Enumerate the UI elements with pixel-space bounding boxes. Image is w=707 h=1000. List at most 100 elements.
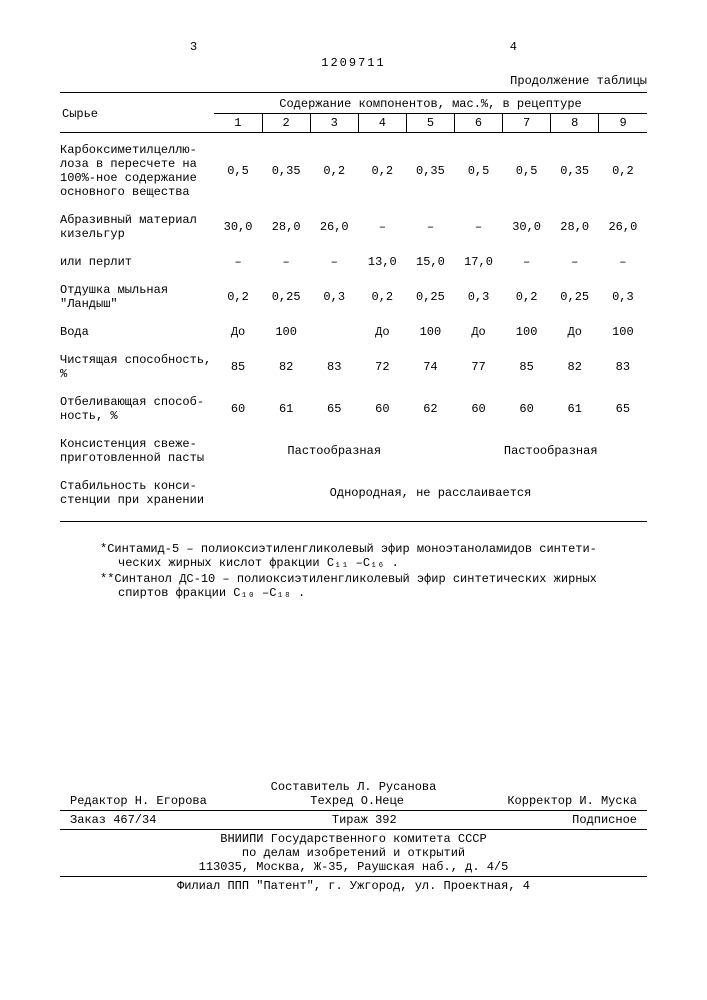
cell: 82: [262, 351, 310, 383]
cell: 82: [551, 351, 599, 383]
composer: Составитель Л. Русанова: [60, 780, 647, 794]
col-n: 8: [551, 114, 599, 133]
rule: [60, 92, 647, 93]
corrector: Корректор И. Муска: [507, 794, 637, 808]
table-row: Отбеливающая способ-ность, %606165606260…: [60, 393, 647, 425]
inst2: по делам изобретений и открытий: [60, 846, 647, 860]
cell: 0,35: [551, 141, 599, 201]
cell: –: [310, 253, 358, 271]
cell: До: [454, 323, 502, 341]
cell: 0,5: [214, 141, 262, 201]
cell: –: [214, 253, 262, 271]
page-numbers: 3 4: [60, 40, 647, 54]
cell: 0,2: [358, 141, 406, 201]
col-n: 7: [503, 114, 551, 133]
cell: 72: [358, 351, 406, 383]
cell: 26,0: [599, 211, 647, 243]
cell: 28,0: [551, 211, 599, 243]
cell: 85: [503, 351, 551, 383]
cell: 30,0: [503, 211, 551, 243]
addr2: Филиал ППП "Патент", г. Ужгород, ул. Про…: [60, 879, 647, 893]
cell: 26,0: [310, 211, 358, 243]
cell: 100: [503, 323, 551, 341]
cell-span: Пастообразная: [454, 435, 647, 467]
row-label: Карбоксиметилцеллю-лоза в пересчете на10…: [60, 141, 214, 201]
page-num-right: 4: [510, 40, 517, 54]
cell: –: [262, 253, 310, 271]
row-label: Отбеливающая способ-ность, %: [60, 393, 214, 425]
rule: [60, 829, 647, 830]
cell: До: [358, 323, 406, 341]
col-n: 1: [214, 114, 262, 133]
row-label: Стабильность конси-стенции при хранении: [60, 477, 214, 509]
imprint-block: Составитель Л. Русанова Редактор Н. Егор…: [60, 780, 647, 893]
row-label: или перлит: [60, 253, 214, 271]
col-n: 6: [454, 114, 502, 133]
cell: 0,5: [454, 141, 502, 201]
cell: 17,0: [454, 253, 502, 271]
cell: 0,2: [503, 281, 551, 313]
row-label: Вода: [60, 323, 214, 341]
cell: –: [599, 253, 647, 271]
row-label: Чистящая способность,%: [60, 351, 214, 383]
table-row: Отдушка мыльная"Ландыш"0,20,250,30,20,25…: [60, 281, 647, 313]
rule: [60, 876, 647, 877]
cell: 15,0: [406, 253, 454, 271]
inst1: ВНИИПИ Государственного комитета СССР: [60, 832, 647, 846]
col-n: 2: [262, 114, 310, 133]
table-row: Консистенция свеже-приготовленной пастыП…: [60, 435, 647, 467]
cell: 100: [406, 323, 454, 341]
addr1: 113035, Москва, Ж-35, Раушская наб., д. …: [60, 860, 647, 874]
cell: 0,5: [503, 141, 551, 201]
row-label: Абразивный материалкизельгур: [60, 211, 214, 243]
cell: –: [358, 211, 406, 243]
cell: 0,2: [214, 281, 262, 313]
cell: 28,0: [262, 211, 310, 243]
table-row: Стабильность конси-стенции при храненииО…: [60, 477, 647, 509]
col-n: 9: [599, 114, 647, 133]
cell: –: [454, 211, 502, 243]
cell: 0,2: [310, 141, 358, 201]
cell: 65: [599, 393, 647, 425]
data-table: Сырье Содержание компонентов, мас.%, в р…: [60, 95, 647, 519]
cell: 0,35: [406, 141, 454, 201]
cell: 83: [599, 351, 647, 383]
col-raw: Сырье: [60, 95, 214, 133]
cell: 0,25: [406, 281, 454, 313]
col-n: 5: [406, 114, 454, 133]
cell: 85: [214, 351, 262, 383]
cell: До: [214, 323, 262, 341]
cell: 60: [503, 393, 551, 425]
table-row: Абразивный материалкизельгур30,028,026,0…: [60, 211, 647, 243]
cell: 0,2: [599, 141, 647, 201]
table-row: ВодаДо100До100До100До100: [60, 323, 647, 341]
cell: 61: [262, 393, 310, 425]
col-comp: Содержание компонентов, мас.%, в рецепту…: [214, 95, 647, 114]
row-label: Отдушка мыльная"Ландыш": [60, 281, 214, 313]
table-row: или перлит–––13,015,017,0–––: [60, 253, 647, 271]
cell: –: [503, 253, 551, 271]
cell: 100: [262, 323, 310, 341]
cell: 13,0: [358, 253, 406, 271]
cell: –: [551, 253, 599, 271]
cell: 62: [406, 393, 454, 425]
cell: 100: [599, 323, 647, 341]
cell: 0,2: [358, 281, 406, 313]
cell: 0,35: [262, 141, 310, 201]
cell: 0,3: [599, 281, 647, 313]
footnotes: *Синтамид-5 – полиоксиэтиленгликолевый э…: [60, 542, 647, 600]
col-n: 4: [358, 114, 406, 133]
tech: Техред О.Неце: [310, 794, 404, 808]
cell: 83: [310, 351, 358, 383]
table-row: Карбоксиметилцеллю-лоза в пересчете на10…: [60, 141, 647, 201]
cell: 60: [358, 393, 406, 425]
cell: 77: [454, 351, 502, 383]
cell: До: [551, 323, 599, 341]
rule: [60, 521, 647, 522]
cell: 30,0: [214, 211, 262, 243]
table-continued: Продолжение таблицы: [60, 74, 647, 88]
page-num-left: 3: [190, 40, 197, 54]
cell: 0,3: [454, 281, 502, 313]
table-row: Чистящая способность,%858283727477858283: [60, 351, 647, 383]
footnote-a: *Синтамид-5 – полиоксиэтиленгликолевый э…: [100, 542, 627, 570]
